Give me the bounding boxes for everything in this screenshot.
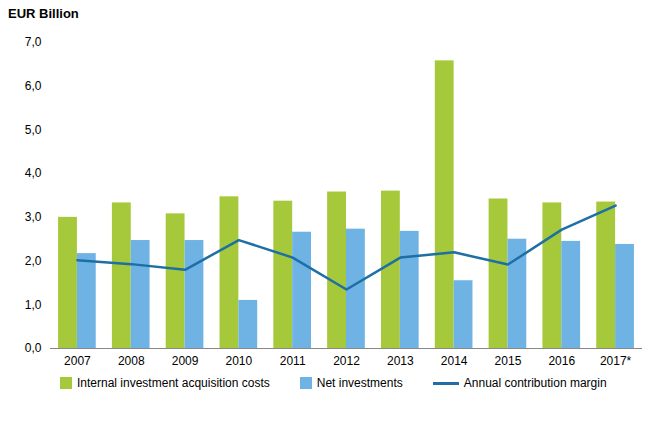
svg-text:7,0: 7,0 (25, 35, 42, 49)
svg-text:3,0: 3,0 (25, 210, 42, 224)
svg-text:2015: 2015 (495, 354, 522, 368)
svg-text:2017*: 2017* (600, 354, 632, 368)
html-text:Net investments: Net investments (316, 376, 403, 390)
html-text:Internal investment acquisitio: Internal investment acquisition costs (77, 376, 270, 390)
svg-text:6,0: 6,0 (25, 79, 42, 93)
svg-text:2013: 2013 (387, 354, 414, 368)
svg-text:4,0: 4,0 (25, 166, 42, 180)
svg-text:2014: 2014 (441, 354, 468, 368)
svg-text:2010: 2010 (226, 354, 253, 368)
svg-text:0,0: 0,0 (25, 341, 42, 355)
svg-text:2008: 2008 (118, 354, 145, 368)
svg-text:2007: 2007 (64, 354, 91, 368)
html-text:EUR Billion: EUR Billion (8, 6, 79, 21)
svg-text:2016: 2016 (548, 354, 575, 368)
svg-text:2009: 2009 (172, 354, 199, 368)
svg-text:5,0: 5,0 (25, 123, 42, 137)
svg-text:1,0: 1,0 (25, 298, 42, 312)
svg-text:2011: 2011 (280, 354, 306, 368)
svg-text:2012: 2012 (333, 354, 360, 368)
html-text:Annual contribution margin: Annual contribution margin (463, 376, 607, 390)
svg-text:2,0: 2,0 (25, 254, 42, 268)
